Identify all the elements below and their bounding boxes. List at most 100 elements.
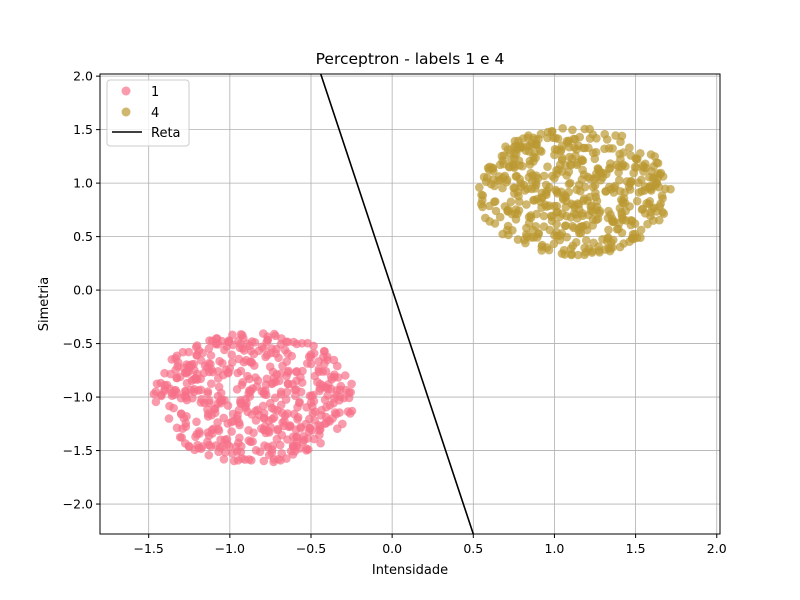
data-point <box>591 147 601 157</box>
legend-box <box>106 79 190 147</box>
data-point <box>227 350 236 360</box>
grid <box>100 74 720 534</box>
data-point <box>529 148 539 158</box>
y-tick-label: −2.0 <box>63 497 93 512</box>
data-point <box>537 147 546 156</box>
data-point <box>657 191 667 200</box>
data-point <box>615 175 624 185</box>
y-axis-label: Simetria <box>37 277 52 332</box>
data-point <box>176 372 185 382</box>
data-point <box>169 403 178 413</box>
data-point <box>594 246 604 255</box>
data-point <box>527 139 536 148</box>
data-point <box>277 334 286 343</box>
data-point <box>235 343 245 353</box>
data-point <box>581 236 591 245</box>
data-point <box>626 220 636 230</box>
data-point <box>322 402 331 412</box>
x-tick-label: 2.0 <box>707 541 727 556</box>
data-point <box>600 129 609 139</box>
data-point <box>334 373 343 382</box>
data-point <box>498 156 508 165</box>
data-point <box>653 169 663 178</box>
data-point <box>578 209 587 218</box>
data-point <box>206 351 216 360</box>
data-point <box>249 428 258 438</box>
data-point <box>617 228 627 238</box>
legend-marker-1 <box>121 86 131 96</box>
data-point <box>506 197 516 207</box>
data-point <box>588 221 597 230</box>
data-point <box>529 195 538 205</box>
data-point <box>275 440 285 450</box>
data-point <box>564 136 574 146</box>
data-point <box>276 369 286 378</box>
data-point <box>514 197 524 206</box>
data-point <box>237 442 246 451</box>
data-point <box>241 355 251 365</box>
y-tick-label: 0.0 <box>73 283 93 298</box>
data-point <box>547 212 557 222</box>
data-point <box>634 188 644 197</box>
data-point <box>592 173 601 182</box>
data-point <box>539 211 549 221</box>
data-point <box>514 156 524 165</box>
data-point <box>172 351 182 361</box>
data-point <box>306 423 315 433</box>
data-point <box>478 202 487 212</box>
data-point <box>184 347 193 357</box>
data-point <box>525 160 535 169</box>
data-point <box>278 418 288 427</box>
data-point <box>196 356 206 365</box>
axes-frame <box>99 73 721 535</box>
data-point <box>321 419 331 428</box>
decision-line <box>319 73 475 535</box>
data-point <box>259 329 268 338</box>
data-point <box>234 354 244 364</box>
data-point <box>639 163 648 172</box>
data-point <box>314 420 323 430</box>
data-point <box>310 371 320 381</box>
data-point <box>555 212 565 222</box>
data-point <box>559 245 569 255</box>
data-point <box>283 349 292 358</box>
data-point <box>320 395 330 405</box>
data-point <box>602 169 611 179</box>
data-point <box>552 201 562 211</box>
data-point <box>219 370 228 380</box>
data-point <box>606 163 615 173</box>
data-point <box>251 416 261 425</box>
x-tick-label: 1.0 <box>545 541 565 556</box>
data-point <box>562 211 571 221</box>
data-point <box>295 444 304 453</box>
x-tick-label: −1.5 <box>134 541 164 556</box>
chart-title: Perceptron - labels 1 e 4 <box>316 50 505 68</box>
data-point <box>323 352 332 362</box>
data-point <box>617 131 627 141</box>
data-point <box>245 386 254 395</box>
data-point <box>329 355 339 365</box>
x-tick-label: −0.5 <box>296 541 326 556</box>
data-point <box>504 230 513 240</box>
data-point <box>543 127 553 137</box>
y-tick-label: 2.0 <box>73 69 93 84</box>
data-point <box>204 398 214 408</box>
data-point <box>506 155 516 165</box>
data-point <box>481 213 490 223</box>
data-point <box>513 209 522 219</box>
data-point <box>636 225 646 235</box>
data-point <box>494 172 504 181</box>
data-point <box>250 338 260 347</box>
data-point <box>557 153 567 163</box>
data-point <box>641 182 650 191</box>
data-point <box>315 379 325 389</box>
data-point <box>510 163 519 172</box>
data-point <box>221 448 230 457</box>
data-point <box>611 131 620 140</box>
data-point <box>216 435 225 445</box>
data-point <box>618 198 628 208</box>
data-point <box>636 149 645 158</box>
legend-marker-4 <box>121 107 131 117</box>
data-point <box>327 375 337 384</box>
